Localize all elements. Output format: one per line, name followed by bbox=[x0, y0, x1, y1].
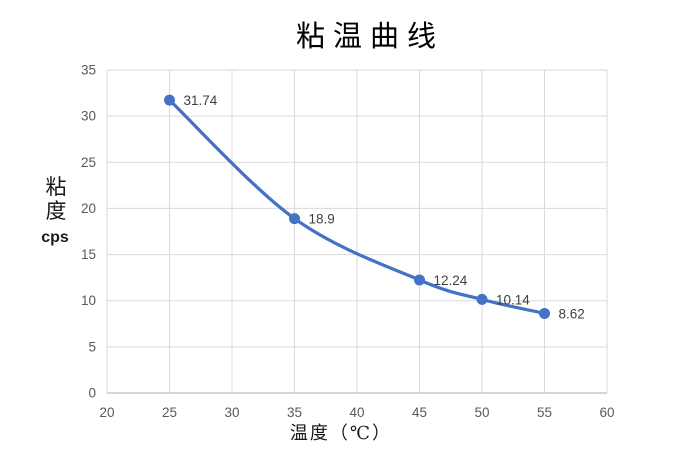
y-tick-label: 10 bbox=[81, 293, 96, 308]
data-point-label: 18.9 bbox=[309, 212, 335, 227]
x-axis-title: 温度（℃） bbox=[290, 423, 392, 444]
x-tick-label: 50 bbox=[474, 405, 489, 420]
data-point-marker bbox=[289, 213, 300, 225]
data-point-label: 10.14 bbox=[496, 292, 530, 307]
gridlines bbox=[106, 69, 608, 393]
x-tick-label: 20 bbox=[99, 405, 114, 420]
y-axis-title-unit: cps bbox=[41, 229, 69, 246]
x-tick-label: 35 bbox=[287, 405, 302, 420]
x-tick-label: 55 bbox=[537, 405, 552, 420]
viscosity-curve bbox=[167, 98, 547, 316]
x-tick-label: 30 bbox=[224, 405, 239, 420]
data-point-marker bbox=[164, 94, 175, 106]
data-point-marker bbox=[414, 274, 425, 286]
y-tick-label: 15 bbox=[81, 247, 96, 262]
data-labels: 31.74 18.9 12.24 10.14 8.62 bbox=[184, 93, 585, 321]
x-axis-tick-labels: 20 25 30 35 40 45 50 55 60 bbox=[99, 405, 614, 420]
y-tick-label: 5 bbox=[88, 339, 96, 354]
y-axis-tick-labels: 0 5 10 15 20 25 30 35 bbox=[81, 63, 96, 401]
data-point-marker bbox=[476, 293, 488, 305]
y-tick-label: 0 bbox=[88, 386, 96, 401]
y-tick-label: 25 bbox=[81, 155, 96, 170]
chart-title: 粘温曲线 bbox=[296, 19, 444, 53]
x-tick-label: 40 bbox=[349, 405, 364, 420]
x-tick-label: 45 bbox=[412, 405, 427, 420]
data-point-label: 8.62 bbox=[559, 306, 585, 321]
x-tick-label: 25 bbox=[162, 405, 177, 420]
y-axis-title-line1: 粘 bbox=[46, 175, 67, 199]
x-tick-label: 60 bbox=[599, 405, 614, 420]
y-tick-label: 35 bbox=[81, 63, 96, 78]
series-markers bbox=[164, 94, 550, 319]
data-point-marker bbox=[539, 307, 550, 319]
y-tick-label: 30 bbox=[81, 109, 96, 124]
y-tick-label: 20 bbox=[81, 201, 96, 216]
data-point-label: 31.74 bbox=[184, 93, 218, 108]
y-axis-title-line2: 度 bbox=[46, 199, 67, 223]
series-line bbox=[167, 98, 547, 316]
data-point-label: 12.24 bbox=[434, 273, 468, 288]
